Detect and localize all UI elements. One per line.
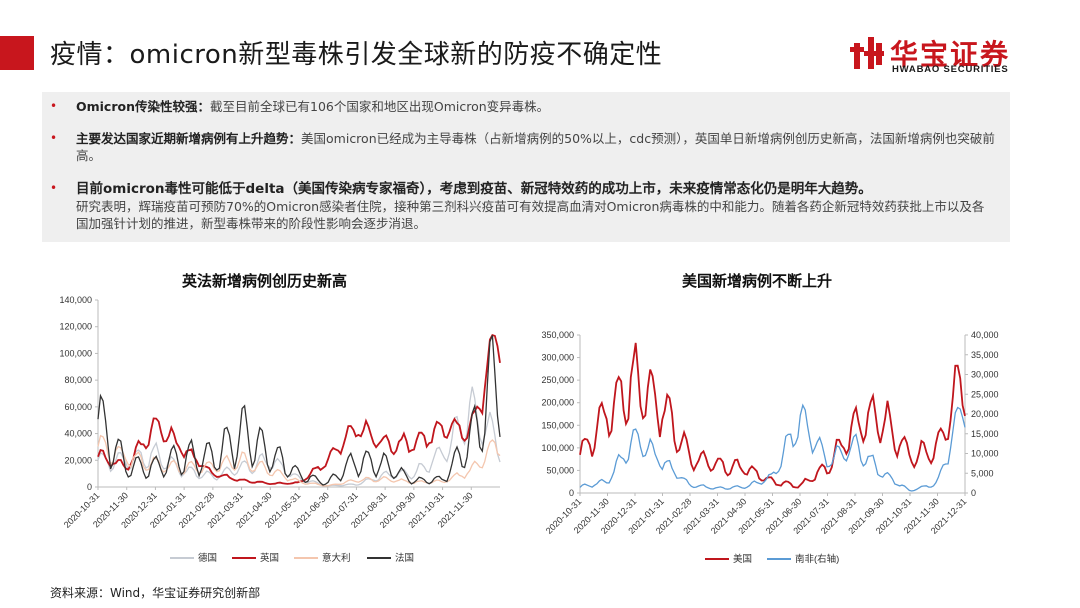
summary-item-3-heading: 目前omicron毒性可能低于delta（美国传染病专家福奇），考虑到疫苗、新冠… — [76, 181, 872, 197]
y-tick-label: 0 — [569, 488, 574, 498]
y-tick-label: 40,000 — [64, 429, 92, 439]
y-tick-label: 20,000 — [64, 455, 92, 465]
company-logo: 华宝证券 HWABAO SECURITIES — [850, 33, 1050, 75]
summary-item-1-text: 截至目前全球已有106个国家和地区出现Omicron变异毒株。 — [210, 99, 550, 114]
y-tick-label: 50,000 — [546, 465, 574, 475]
y-right-tick-label: 0 — [971, 488, 976, 498]
y-right-tick-label: 5,000 — [971, 468, 994, 478]
y-tick-label: 80,000 — [64, 375, 92, 385]
bullet-icon: • — [50, 99, 58, 113]
page-title: 疫情：omicron新型毒株引发全球新的防疫不确定性 — [50, 40, 663, 70]
bullet-icon: • — [50, 181, 58, 195]
logo-text-cn: 华宝证券 — [890, 38, 1011, 71]
legend-label-3: 法国 — [395, 552, 414, 564]
summary-item-1: Omicron传染性较强：截至目前全球已有106个国家和地区出现Omicron变… — [76, 98, 996, 115]
y-right-tick-label: 15,000 — [971, 429, 999, 439]
legend-label-0: 德国 — [198, 552, 217, 564]
legend-label-1: 英国 — [260, 552, 279, 564]
series-line-0 — [579, 342, 966, 489]
y-right-tick-label: 25,000 — [971, 389, 999, 399]
summary-item-2-heading: 主要发达国家近期新增病例有上升趋势： — [76, 131, 302, 146]
y-right-tick-label: 40,000 — [971, 330, 999, 340]
series-line-2 — [97, 434, 501, 487]
y-right-tick-label: 10,000 — [971, 449, 999, 459]
y-tick-label: 140,000 — [59, 295, 92, 305]
chart-us-cases: 0 50,000 100,000 150,000 200,000 250,000 300,0… — [541, 330, 999, 565]
summary-box: • Omicron传染性较强：截至目前全球已有106个国家和地区出现Omicro… — [42, 92, 1010, 242]
y-right-tick-label: 30,000 — [971, 370, 999, 380]
y-tick-label: 100,000 — [541, 443, 574, 453]
bullet-icon: • — [50, 131, 58, 145]
legend-label-1: 南非(右轴) — [795, 553, 839, 565]
source-note: 资料来源：Wind，华宝证券研究创新部 — [50, 586, 261, 600]
logo-mark-icon — [850, 37, 884, 69]
y-tick-label: 150,000 — [541, 420, 574, 430]
y-tick-label: 60,000 — [64, 402, 92, 412]
y-tick-label: 250,000 — [541, 375, 574, 385]
chart-uk-france-cases: 0 20,000 40,000 60,000 80,000 100,000 120,000 1… — [59, 295, 501, 564]
series-line-3 — [97, 335, 501, 486]
y-right-tick-label: 35,000 — [971, 350, 999, 360]
legend-label-0: 美国 — [733, 553, 752, 565]
summary-item-1-heading: Omicron传染性较强： — [76, 99, 210, 114]
y-tick-label: 0 — [87, 482, 92, 492]
chart1-title: 英法新增病例创历史新高 — [182, 272, 348, 290]
y-tick-label: 300,000 — [541, 353, 574, 363]
y-tick-label: 200,000 — [541, 398, 574, 408]
chart2-title: 美国新增病例不断上升 — [682, 272, 833, 290]
summary-item-3-text: 研究表明，辉瑞疫苗可预防70%的Omicron感染者住院，接种第三剂科兴疫苗可有… — [76, 199, 985, 231]
summary-item-2-text: 美国omicron已经成为主导毒株（占新增病例的50%以上，cdc预测），英国单… — [76, 131, 995, 163]
summary-item-2: 主要发达国家近期新增病例有上升趋势：美国omicron已经成为主导毒株（占新增病… — [76, 130, 996, 164]
series-line-1 — [579, 403, 966, 492]
y-tick-label: 120,000 — [59, 322, 92, 332]
y-tick-label: 100,000 — [59, 348, 92, 358]
series-line-0 — [97, 386, 501, 487]
logo-text-en: HWABAO SECURITIES — [892, 64, 1009, 75]
y-right-tick-label: 20,000 — [971, 409, 999, 419]
y-tick-label: 350,000 — [541, 330, 574, 340]
summary-item-3: 目前omicron毒性可能低于delta（美国传染病专家福奇），考虑到疫苗、新冠… — [76, 180, 996, 232]
series-line-1 — [97, 334, 501, 486]
title-accent-bar — [0, 36, 34, 70]
legend-label-2: 意大利 — [322, 552, 351, 564]
